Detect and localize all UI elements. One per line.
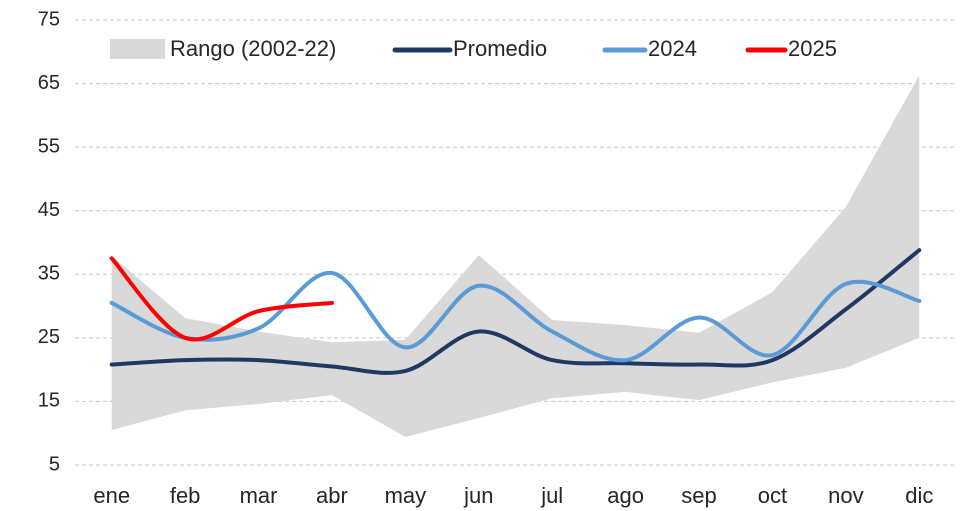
range-area bbox=[111, 75, 920, 438]
y-tick-label: 55 bbox=[38, 135, 60, 157]
legend-swatch bbox=[110, 39, 165, 59]
y-tick-label: 75 bbox=[38, 8, 60, 30]
x-tick-label: oct bbox=[758, 483, 787, 508]
x-tick-label: dic bbox=[905, 483, 933, 508]
x-tick-label: may bbox=[385, 483, 427, 508]
y-tick-label: 65 bbox=[38, 72, 60, 94]
y-tick-label: 15 bbox=[38, 390, 60, 412]
x-tick-label: mar bbox=[240, 483, 278, 508]
y-tick-label: 5 bbox=[49, 453, 60, 475]
legend-label: Promedio bbox=[453, 36, 547, 61]
x-tick-label: nov bbox=[828, 483, 863, 508]
legend-label: Rango (2002-22) bbox=[170, 36, 336, 61]
line-series bbox=[109, 271, 922, 363]
x-tick-label: abr bbox=[316, 483, 348, 508]
x-tick-label: jul bbox=[540, 483, 563, 508]
x-tick-label: ene bbox=[93, 483, 130, 508]
x-tick-label: jun bbox=[463, 483, 493, 508]
legend-label: 2024 bbox=[648, 36, 697, 61]
x-tick-label: ago bbox=[607, 483, 644, 508]
x-tick-label: feb bbox=[170, 483, 201, 508]
line-series bbox=[109, 256, 334, 342]
y-tick-label: 25 bbox=[38, 326, 60, 348]
y-tick-label: 45 bbox=[38, 199, 60, 221]
x-tick-label: sep bbox=[681, 483, 716, 508]
line-series bbox=[109, 248, 922, 375]
legend-label: 2025 bbox=[788, 36, 837, 61]
y-tick-label: 35 bbox=[38, 263, 60, 285]
